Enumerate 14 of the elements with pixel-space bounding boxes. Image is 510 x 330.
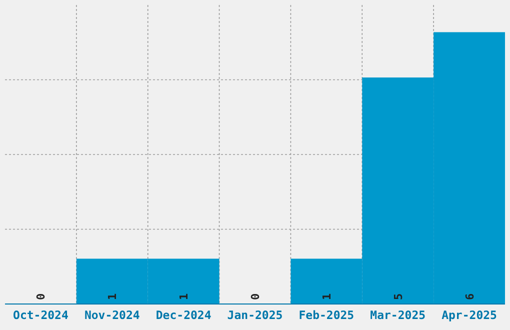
x-tick-label: Dec-2024 — [156, 308, 212, 322]
x-tick-label: Feb-2025 — [298, 308, 354, 322]
x-tick-label: Jan-2025 — [227, 308, 283, 322]
data-label: 6 — [463, 293, 476, 300]
x-tick-label: Apr-2025 — [442, 308, 498, 322]
x-tick-label: Mar-2025 — [370, 308, 426, 322]
data-label: 5 — [392, 293, 405, 300]
data-label: 0 — [34, 293, 48, 300]
x-tick-label: Nov-2024 — [84, 308, 140, 322]
data-label: 1 — [178, 293, 191, 300]
data-label: 1 — [320, 293, 334, 300]
x-tick-label: Oct-2024 — [13, 308, 68, 322]
data-label: 0 — [249, 293, 262, 300]
data-label: 1 — [106, 293, 120, 300]
